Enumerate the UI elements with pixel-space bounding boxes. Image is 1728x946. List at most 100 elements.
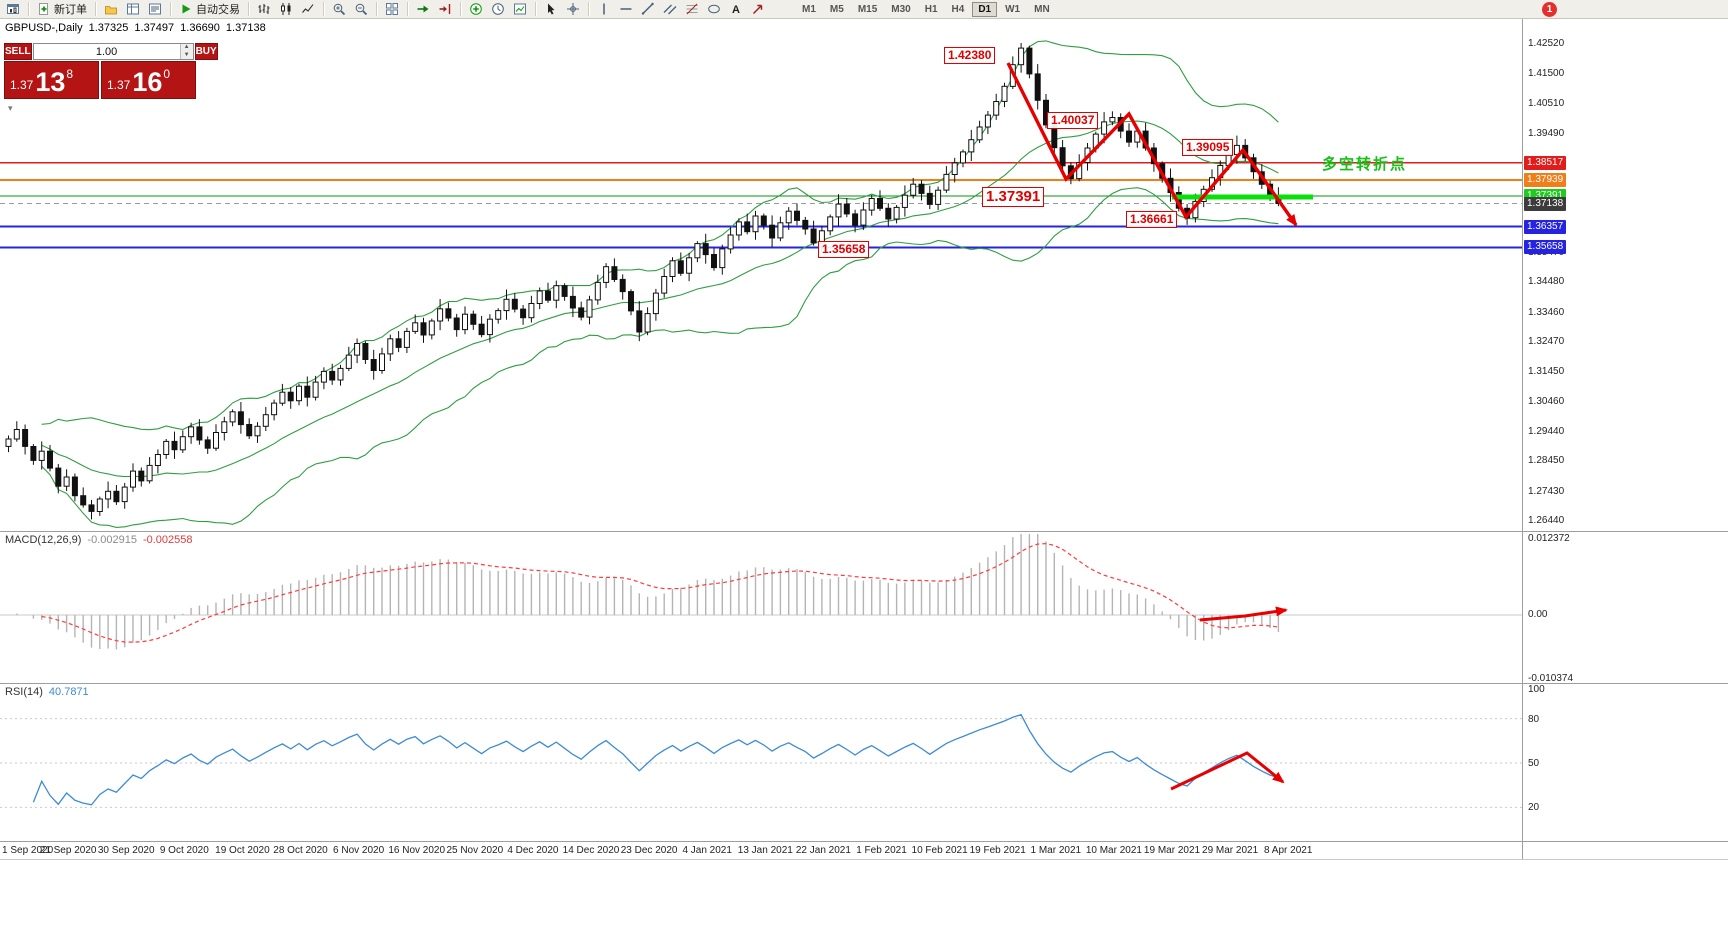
bar-chart-button[interactable] [253,0,275,19]
sell-price-button[interactable]: 1.37 13 8 [4,61,99,99]
templates-button[interactable] [509,0,531,19]
time-tick-label[interactable]: 9 Oct 2020 [159,845,209,856]
time-tick-label[interactable]: 10 Mar 2021 [1085,845,1142,856]
time-tick-label[interactable]: 28 Oct 2020 [273,845,328,856]
timeframe-m15-button[interactable]: M15 [857,3,878,15]
time-tick-label[interactable]: 21 Sep 2020 [39,845,97,856]
toolbar: 新订单 自动交易 A M1 M5 M15 M30 H1 H4 D1 W1 MN [0,0,1728,19]
sell-button[interactable]: SELL [4,43,32,60]
zoom-in-button[interactable] [328,0,350,19]
auto-scroll-button[interactable] [412,0,434,19]
time-tick-label[interactable]: 19 Oct 2020 [215,845,270,856]
chart-window-button[interactable] [2,0,24,19]
macd-annotation-arrow [1199,606,1288,622]
time-tick-label[interactable]: 1 Mar 2021 [1030,845,1082,856]
price-tick-1.31450: 1.31450 [1528,366,1565,378]
volume-input[interactable] [33,44,180,59]
price-callout-1.37391[interactable]: 1.37391 [982,187,1045,207]
time-tick-label[interactable]: 13 Jan 2021 [737,845,793,856]
price-axis[interactable]: 1.425201.415001.405101.394901.354701.344… [1523,19,1727,859]
time-tick-label[interactable]: 4 Dec 2020 [507,845,559,856]
channel-button[interactable] [659,0,681,19]
candlestick-chart-button[interactable] [275,0,297,19]
timeframe-w1-button[interactable]: W1 [1005,3,1021,15]
time-tick-label[interactable]: 1 Feb 2021 [856,845,907,856]
shapes-icon [707,2,721,16]
zoom-out-button[interactable] [350,0,372,19]
price-callout-1.36661[interactable]: 1.36661 [1126,211,1178,228]
indicators-icon [469,2,483,16]
trendline-button[interactable] [637,0,659,19]
text-button[interactable]: A [725,0,747,19]
timeframe-toolbar: M1 M5 M15 M30 H1 H4 D1 W1 MN [795,1,1057,17]
timeframe-h4-button[interactable]: H4 [951,3,965,15]
time-axis[interactable]: 1 Sep 2020 21 Sep 2020 30 Sep 2020 9 Oct 20… [0,841,1522,859]
crosshair-button[interactable] [562,0,584,19]
market-watch-button[interactable] [122,0,144,19]
timeframe-d1-button[interactable]: D1 [972,1,998,17]
time-tick-label[interactable]: 19 Feb 2021 [969,845,1026,856]
time-tick-label[interactable]: 14 Dec 2020 [562,845,620,856]
data-window-button[interactable] [144,0,166,19]
arrow-tools-button[interactable] [747,0,769,19]
market-watch-icon [126,2,140,16]
chart-shift-button[interactable] [434,0,456,19]
one-click-collapse-arrow[interactable]: ▾ [8,103,13,113]
time-tick-label[interactable]: 1 Sep 2020 [2,845,54,856]
cursor-button[interactable] [540,0,562,19]
timeframe-m5-button[interactable]: M5 [829,3,844,15]
timeframe-m30-button[interactable]: M30 [891,3,911,15]
time-tick-label[interactable]: 4 Jan 2021 [682,845,732,856]
horizontal-line-button[interactable] [615,0,637,19]
timeframe-m1-button[interactable]: M1 [802,3,816,15]
tile-windows-button[interactable] [381,0,403,19]
price-tick-1.30460: 1.30460 [1528,395,1565,407]
price-callout-1.39095[interactable]: 1.39095 [1182,139,1234,156]
price-callout-1.40037[interactable]: 1.40037 [1047,112,1099,129]
price-badge-1.38517: 1.38517 [1524,155,1567,170]
timeframe-h1-button[interactable]: H1 [924,3,938,15]
chart-note-text[interactable]: 多空转折点 [1322,156,1408,173]
time-tick-label[interactable]: 25 Nov 2020 [446,845,504,856]
time-tick-label[interactable]: 22 Jan 2021 [795,845,851,856]
volume-down-button[interactable]: ▼ [180,51,193,59]
new-order-button[interactable]: 新订单 [33,0,91,19]
time-tick-label[interactable]: 8 Apr 2021 [1264,845,1313,856]
periods-button[interactable] [487,0,509,19]
line-chart-button[interactable] [297,0,319,19]
timeframe-mn-button[interactable]: MN [1034,3,1050,15]
time-tick-label[interactable]: 23 Dec 2020 [620,845,678,856]
panel-separator[interactable] [0,683,1728,684]
time-tick-label[interactable]: 29 Mar 2021 [1202,845,1259,856]
buy-button[interactable]: BUY [194,43,218,60]
time-tick-label[interactable]: 16 Nov 2020 [388,845,446,856]
vertical-line-button[interactable] [593,0,615,19]
indicators-button[interactable] [465,0,487,19]
time-tick-label[interactable]: 10 Feb 2021 [911,845,968,856]
price-callout-1.42380[interactable]: 1.42380 [944,47,996,64]
volume-up-button[interactable]: ▲ [180,44,193,52]
time-tick-label[interactable]: 19 Mar 2021 [1143,845,1201,856]
chart-shift-icon [438,2,452,16]
main-chart-canvas[interactable] [0,19,1522,531]
rsi-axis-50: 50 [1528,758,1540,769]
macd-signal-value: -0.002558 [142,534,193,546]
macd-panel-canvas[interactable] [0,531,1522,683]
notification-badge[interactable]: 1 [1542,2,1557,17]
price-callout-1.35658[interactable]: 1.35658 [818,241,870,258]
price-tick-1.39490: 1.39490 [1528,127,1565,139]
time-tick-label[interactable]: 6 Nov 2020 [333,845,385,856]
fibonacci-button[interactable] [681,0,703,19]
panel-separator[interactable] [0,531,1728,532]
rsi-panel-canvas[interactable] [0,683,1522,841]
shapes-button[interactable] [703,0,725,19]
profiles-button[interactable] [100,0,122,19]
buy-price-button[interactable]: 1.37 16 0 [101,61,196,99]
macd-axis-zero: 0.00 [1528,609,1548,621]
autotrading-button[interactable]: 自动交易 [175,0,244,19]
toolbar-separator [323,2,324,16]
new-order-button-label: 新订单 [54,4,87,16]
time-tick-label[interactable]: 30 Sep 2020 [97,845,155,856]
buy-price-pips: 16 [132,67,163,97]
